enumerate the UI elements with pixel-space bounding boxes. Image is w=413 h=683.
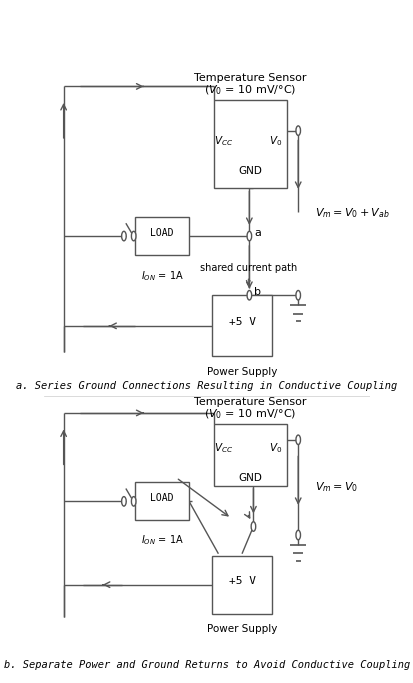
Text: $V_0$: $V_0$ bbox=[268, 441, 281, 455]
Text: a: a bbox=[254, 227, 261, 238]
Text: $I_{ON}$ = 1A: $I_{ON}$ = 1A bbox=[140, 533, 183, 547]
Circle shape bbox=[251, 522, 255, 531]
Text: shared current path: shared current path bbox=[200, 264, 297, 284]
Circle shape bbox=[295, 435, 300, 445]
Circle shape bbox=[247, 290, 251, 300]
Text: Power Supply: Power Supply bbox=[206, 367, 277, 376]
Circle shape bbox=[121, 497, 126, 506]
Text: Power Supply: Power Supply bbox=[206, 624, 277, 634]
Text: GND: GND bbox=[237, 473, 261, 483]
Text: b: b bbox=[254, 287, 261, 297]
Text: $V_{CC}$: $V_{CC}$ bbox=[213, 134, 233, 148]
FancyBboxPatch shape bbox=[135, 482, 189, 520]
Circle shape bbox=[121, 232, 126, 241]
Circle shape bbox=[131, 232, 135, 241]
FancyBboxPatch shape bbox=[135, 217, 189, 255]
Text: LOAD: LOAD bbox=[150, 227, 173, 238]
Text: +5 V: +5 V bbox=[228, 576, 255, 586]
FancyBboxPatch shape bbox=[213, 100, 286, 189]
Text: LOAD: LOAD bbox=[150, 492, 173, 503]
Text: $V_0$: $V_0$ bbox=[268, 134, 281, 148]
Text: ($V_0$ = 10 mV/°C): ($V_0$ = 10 mV/°C) bbox=[204, 83, 296, 96]
Text: Temperature Sensor: Temperature Sensor bbox=[193, 398, 306, 408]
Text: ($V_0$ = 10 mV/°C): ($V_0$ = 10 mV/°C) bbox=[204, 408, 296, 421]
Text: GND: GND bbox=[237, 167, 261, 176]
Text: $V_{CC}$: $V_{CC}$ bbox=[213, 441, 233, 455]
Text: b. Separate Power and Ground Returns to Avoid Conductive Coupling: b. Separate Power and Ground Returns to … bbox=[4, 660, 409, 669]
Circle shape bbox=[131, 497, 135, 506]
Text: a. Series Ground Connections Resulting in Conductive Coupling: a. Series Ground Connections Resulting i… bbox=[17, 380, 396, 391]
Circle shape bbox=[295, 290, 300, 300]
FancyBboxPatch shape bbox=[213, 425, 286, 486]
Text: $V_m = V_0$: $V_m = V_0$ bbox=[314, 481, 357, 494]
Circle shape bbox=[295, 530, 300, 540]
Circle shape bbox=[295, 126, 300, 135]
Text: $I_{ON}$ = 1A: $I_{ON}$ = 1A bbox=[140, 268, 183, 283]
Text: Temperature Sensor: Temperature Sensor bbox=[193, 73, 306, 83]
FancyBboxPatch shape bbox=[211, 295, 271, 357]
Circle shape bbox=[247, 232, 251, 241]
FancyBboxPatch shape bbox=[211, 556, 271, 613]
Text: +5 V: +5 V bbox=[228, 318, 255, 327]
Text: $V_m = V_0 + V_{ab}$: $V_m = V_0 + V_{ab}$ bbox=[314, 206, 388, 220]
